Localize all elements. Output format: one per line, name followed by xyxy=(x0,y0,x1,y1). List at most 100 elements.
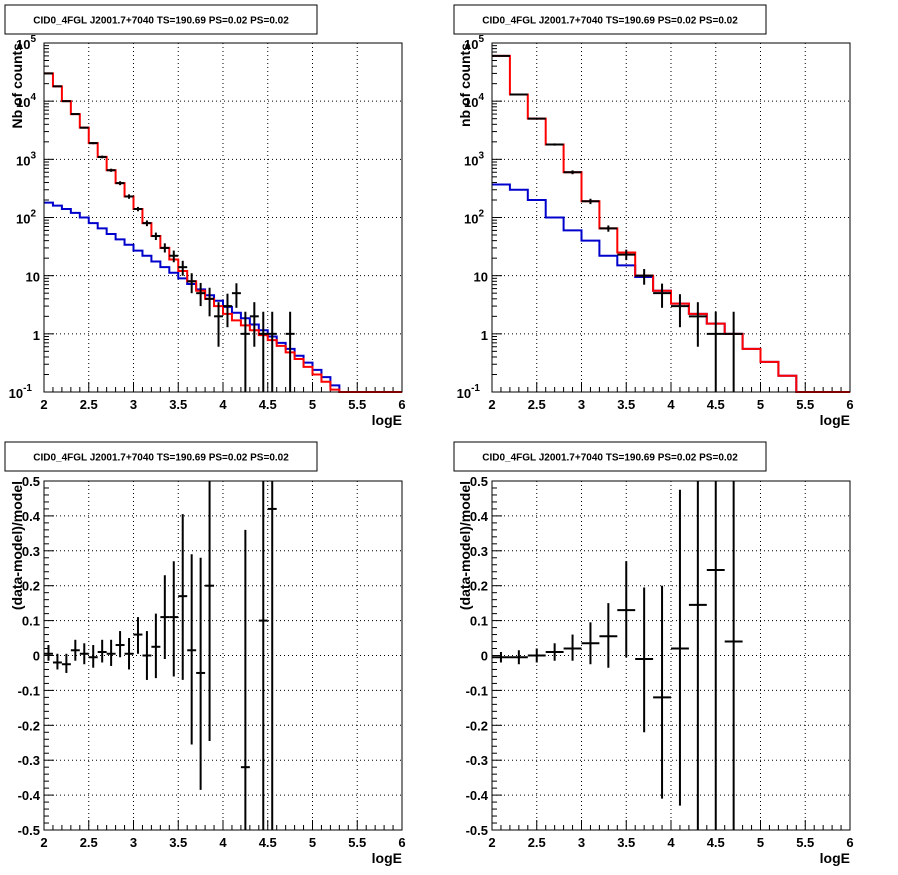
title-box xyxy=(453,4,767,35)
y-tick-label: -0.1 xyxy=(466,683,488,698)
x-tick-label: 3 xyxy=(578,835,585,850)
plot-frame xyxy=(491,480,851,831)
x-tick-label: 3.5 xyxy=(617,835,635,850)
x-tick-label: 2 xyxy=(40,835,47,850)
y-tick-label: 103 xyxy=(16,150,36,168)
y-tick-label: 105 xyxy=(16,34,36,52)
x-axis-label: logE xyxy=(820,850,850,866)
y-tick-label: -0.3 xyxy=(466,753,488,768)
y-tick-label: 0 xyxy=(33,649,40,664)
chart-title: CID0_4FGL J2001.7+7040 TS=190.69 PS=0.02… xyxy=(482,453,738,464)
x-tick-label: 4 xyxy=(219,835,227,850)
x-tick-label: 5.5 xyxy=(796,397,814,412)
x-tick-label: 4 xyxy=(667,397,675,412)
y-tick-label: 10-1 xyxy=(9,383,33,401)
x-tick-label: 5 xyxy=(757,835,764,850)
chart-title: CID0_4FGL J2001.7+7040 TS=190.69 PS=0.02… xyxy=(33,16,289,27)
y-tick-label: 0.3 xyxy=(22,544,40,559)
x-tick-label: 5.5 xyxy=(796,835,814,850)
x-tick-label: 3.5 xyxy=(617,397,635,412)
x-tick-label: 5 xyxy=(757,397,764,412)
x-tick-label: 6 xyxy=(846,397,853,412)
axis-ticks xyxy=(43,480,403,831)
x-tick-label: 5 xyxy=(309,835,316,850)
y-tick-label: 0 xyxy=(481,649,488,664)
y-tick-label: 0.5 xyxy=(22,474,40,489)
grid xyxy=(44,481,402,830)
x-tick-label: 2.5 xyxy=(528,397,546,412)
y-tick-label: -0.4 xyxy=(18,788,41,803)
x-axis-label: logE xyxy=(820,412,850,428)
series-data xyxy=(492,54,743,392)
x-tick-label: 4.5 xyxy=(707,397,725,412)
panel-residual-left: CID0_4FGL J2001.7+7040 TS=190.69 PS=0.02… xyxy=(4,441,406,866)
title-box xyxy=(4,4,318,35)
x-tick-label: 5 xyxy=(309,397,316,412)
y-tick-label: 102 xyxy=(464,209,484,227)
x-tick-label: 2 xyxy=(488,835,495,850)
x-tick-label: 3 xyxy=(130,835,137,850)
panel-residual-right: CID0_4FGL J2001.7+7040 TS=190.69 PS=0.02… xyxy=(453,441,854,866)
y-tick-label: 0.5 xyxy=(470,474,488,489)
y-tick-label: 0.2 xyxy=(470,579,488,594)
x-tick-label: 4 xyxy=(667,835,675,850)
chart-title: CID0_4FGL J2001.7+7040 TS=190.69 PS=0.02… xyxy=(33,453,289,464)
y-tick-label: 0.1 xyxy=(470,614,488,629)
x-tick-label: 2 xyxy=(488,397,495,412)
panel-spectrum-right: CID0_4FGL J2001.7+7040 TS=190.69 PS=0.02… xyxy=(453,4,854,428)
panel-spectrum-left: CID0_4FGL J2001.7+7040 TS=190.69 PS=0.02… xyxy=(4,4,406,428)
axis-ticks xyxy=(491,45,851,393)
axis-ticks xyxy=(43,45,403,393)
y-tick-label: 10 xyxy=(474,270,488,285)
y-tick-label: 1 xyxy=(33,328,40,343)
y-tick-label: 10 xyxy=(26,270,40,285)
x-tick-label: 2 xyxy=(40,397,47,412)
x-tick-label: 6 xyxy=(846,835,853,850)
x-tick-label: 6 xyxy=(398,835,405,850)
x-tick-label: 3.5 xyxy=(169,835,187,850)
series-residuals xyxy=(44,481,277,830)
x-tick-label: 2.5 xyxy=(80,835,98,850)
grid xyxy=(44,43,402,392)
y-tick-label: 104 xyxy=(464,92,484,110)
x-axis-label: logE xyxy=(372,412,402,428)
title-box xyxy=(453,441,767,472)
y-tick-label: -0.5 xyxy=(18,823,40,838)
series-residuals xyxy=(492,481,743,830)
y-tick-label: 1 xyxy=(481,328,488,343)
x-tick-label: 5.5 xyxy=(348,397,366,412)
y-tick-label: 0.4 xyxy=(22,509,41,524)
y-tick-label: 0.3 xyxy=(470,544,488,559)
x-tick-label: 2.5 xyxy=(528,835,546,850)
x-tick-label: 4 xyxy=(219,397,227,412)
x-tick-label: 2.5 xyxy=(80,397,98,412)
y-tick-label: -0.3 xyxy=(18,753,40,768)
series-model-total xyxy=(44,72,402,393)
y-tick-label: 103 xyxy=(464,150,484,168)
plot-frame xyxy=(43,480,403,831)
plot-frame xyxy=(491,42,851,393)
y-tick-label: 105 xyxy=(464,34,484,52)
x-tick-label: 4.5 xyxy=(259,397,277,412)
chart-title: CID0_4FGL J2001.7+7040 TS=190.69 PS=0.02… xyxy=(482,16,738,27)
x-tick-label: 6 xyxy=(398,397,405,412)
y-tick-label: 0.2 xyxy=(22,579,40,594)
title-box xyxy=(4,441,318,472)
x-tick-label: 3.5 xyxy=(169,397,187,412)
y-tick-label: -0.2 xyxy=(466,718,488,733)
y-tick-label: 102 xyxy=(16,209,36,227)
y-tick-label: 0.4 xyxy=(470,509,489,524)
x-tick-label: 4.5 xyxy=(707,835,725,850)
y-axis-label: (data-model)/model xyxy=(457,481,473,610)
y-tick-label: -0.5 xyxy=(466,823,488,838)
y-axis-label: (data-model)/model xyxy=(9,481,25,610)
series-data xyxy=(44,72,295,392)
y-axis-label: Nb of counts xyxy=(9,43,25,129)
y-tick-label: 10-1 xyxy=(457,383,481,401)
plot-frame xyxy=(43,42,403,393)
x-tick-label: 3 xyxy=(578,397,585,412)
y-tick-label: -0.4 xyxy=(466,788,489,803)
x-tick-label: 5.5 xyxy=(348,835,366,850)
x-tick-label: 3 xyxy=(130,397,137,412)
